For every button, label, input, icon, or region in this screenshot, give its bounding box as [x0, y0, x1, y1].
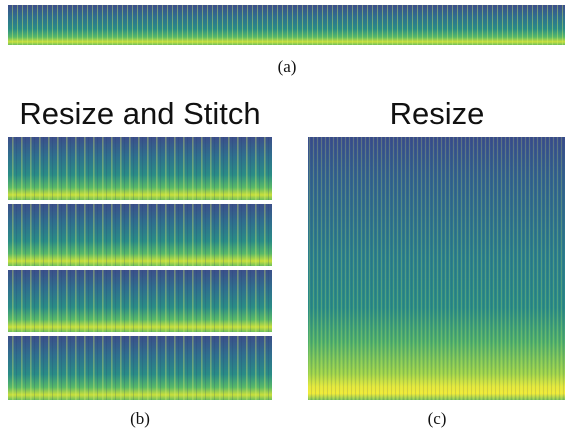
caption-a: (a) — [278, 57, 297, 76]
panel-title-b: Resize and Stitch — [19, 96, 260, 131]
caption-c: (c) — [428, 409, 447, 428]
spectrogram-a — [8, 5, 565, 45]
panel-title-c: Resize — [390, 96, 485, 131]
spectrogram-b — [8, 137, 272, 400]
figure: (a) Resize and Stitch Resize (b) (c) — [0, 0, 572, 431]
caption-b: (b) — [130, 409, 150, 428]
spectrogram-c — [308, 137, 565, 400]
